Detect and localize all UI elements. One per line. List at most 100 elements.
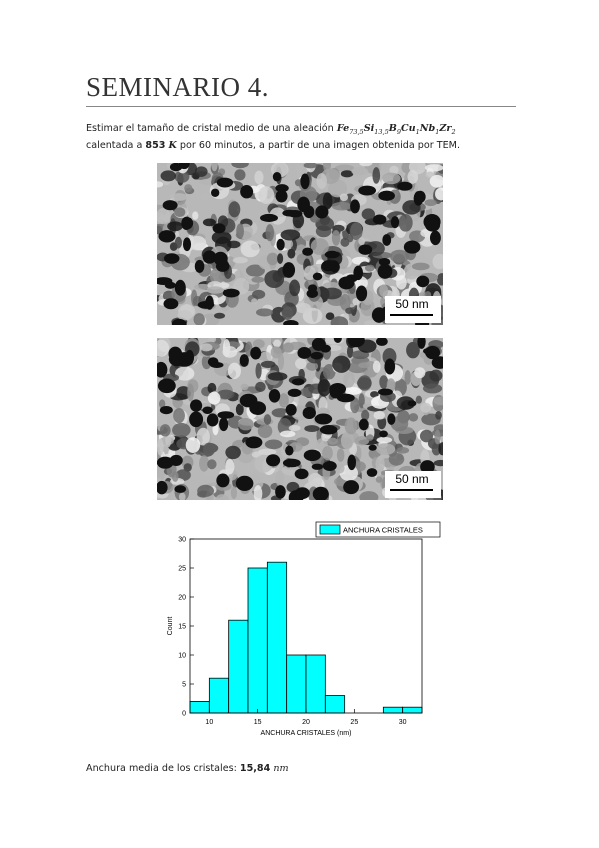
grain	[255, 308, 274, 317]
grain	[411, 262, 430, 271]
grain	[366, 434, 374, 441]
grain	[376, 436, 393, 444]
grain	[238, 417, 254, 431]
grain	[431, 442, 442, 456]
grain	[322, 363, 336, 380]
grain	[350, 397, 360, 414]
grain	[260, 360, 276, 369]
grain	[317, 379, 331, 397]
grain	[424, 164, 443, 172]
grain	[157, 465, 165, 483]
grain	[359, 491, 379, 500]
crystal	[338, 276, 355, 290]
crystal	[371, 307, 387, 323]
bar	[228, 619, 249, 714]
grain	[157, 181, 164, 188]
x-axis-label: ANCHURA CRISTALES (nm)	[261, 730, 352, 737]
grain	[172, 422, 191, 438]
grain	[331, 201, 352, 211]
crystal	[417, 338, 426, 349]
crystal	[159, 405, 173, 415]
grain	[253, 485, 263, 500]
crystal	[283, 319, 299, 325]
formula: Fe73,5Si13,5B9Cu1Nb1Zr2	[337, 123, 456, 136]
x-tick-label: 15	[254, 719, 262, 726]
legend-swatch	[319, 524, 341, 535]
grain	[375, 455, 385, 473]
grain	[364, 264, 375, 272]
grain	[225, 445, 241, 460]
crystal	[300, 173, 310, 190]
grain	[280, 430, 296, 438]
grain	[358, 393, 365, 409]
subscript: 9	[396, 127, 401, 136]
grain	[330, 316, 349, 325]
grain	[379, 163, 387, 172]
crystal	[282, 262, 296, 278]
grain	[340, 170, 354, 178]
x-tick-label: 10	[205, 719, 213, 726]
grain	[252, 289, 266, 299]
grain	[270, 346, 282, 359]
grain	[175, 469, 191, 482]
crystal	[425, 218, 441, 232]
grain	[255, 362, 262, 379]
grain	[336, 448, 345, 462]
grain	[389, 249, 410, 263]
grain	[379, 284, 389, 297]
crystal	[310, 351, 323, 360]
crystal	[272, 172, 282, 182]
intro-line: calentada a 853 K por 60 minutos, a part…	[86, 140, 460, 151]
crystal	[164, 281, 176, 289]
grain	[396, 396, 415, 410]
crystal	[382, 234, 392, 246]
crystal	[311, 338, 326, 351]
grain	[264, 270, 285, 289]
crystal	[347, 338, 365, 348]
grain	[359, 163, 373, 167]
crystal	[205, 295, 214, 310]
grain	[174, 170, 190, 183]
grain	[331, 229, 341, 246]
grain	[323, 282, 341, 289]
grain	[275, 470, 285, 487]
crystal	[275, 189, 288, 203]
crystal	[260, 213, 278, 222]
crystal	[302, 247, 314, 256]
grain	[310, 238, 329, 256]
crystal	[358, 185, 377, 196]
grain	[271, 408, 290, 418]
crystal	[190, 399, 203, 412]
crystal	[202, 250, 217, 264]
grain	[343, 371, 355, 388]
crystal	[291, 378, 305, 386]
crystal	[378, 258, 391, 266]
grain	[193, 313, 205, 325]
grain	[206, 286, 224, 294]
crystal	[185, 349, 195, 365]
grain	[414, 367, 426, 379]
element: B	[388, 123, 397, 134]
crystal	[329, 385, 343, 399]
crystal	[174, 485, 187, 493]
grain	[370, 391, 379, 398]
crystal	[384, 358, 396, 375]
crystal	[210, 361, 224, 368]
crystal	[314, 413, 333, 425]
grain	[343, 387, 362, 395]
grain	[295, 302, 312, 314]
grain	[339, 193, 349, 202]
grain	[398, 213, 413, 232]
element: Cu	[401, 123, 416, 134]
crystal	[375, 338, 388, 346]
grain	[286, 481, 300, 493]
legend-box	[315, 521, 441, 538]
grain	[303, 163, 318, 169]
grain	[207, 391, 221, 405]
crystal	[249, 401, 267, 415]
grain	[358, 362, 371, 369]
crystal	[171, 318, 187, 325]
crystal	[343, 480, 360, 495]
crystal	[210, 188, 220, 198]
grain	[173, 408, 185, 424]
